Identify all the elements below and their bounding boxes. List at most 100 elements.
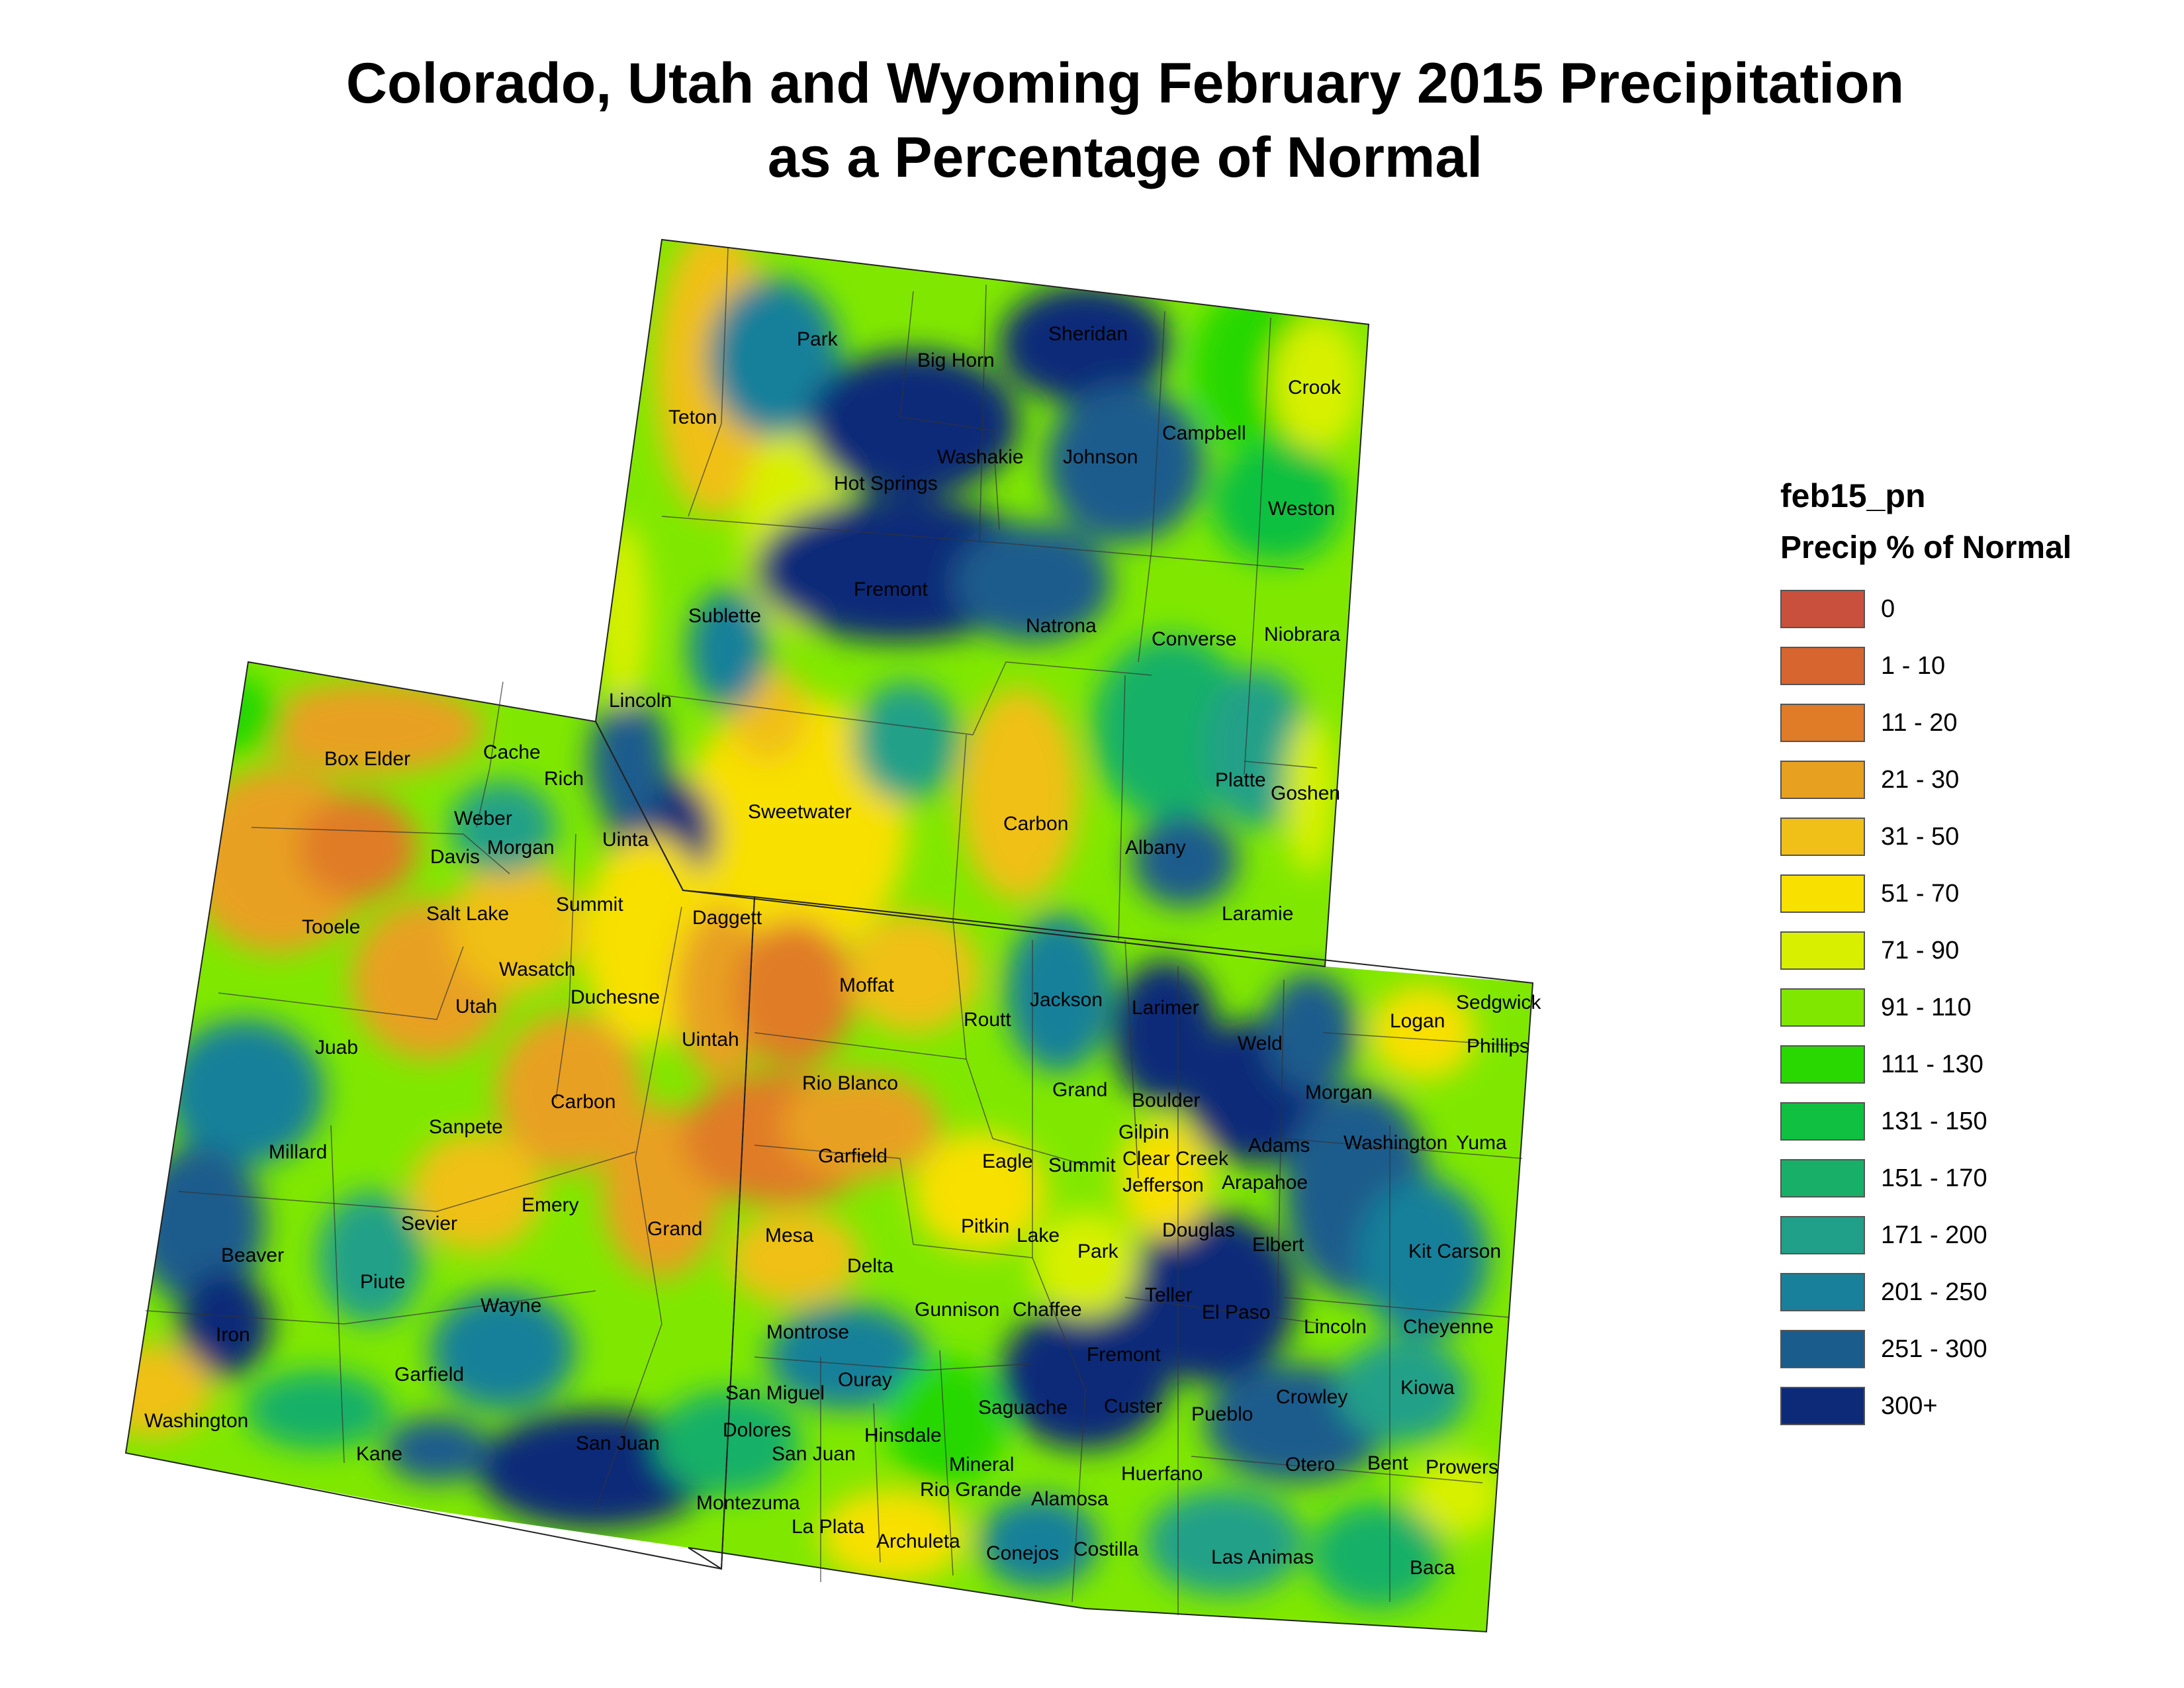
county-label: Summit <box>556 894 623 915</box>
county-label: Rio Grande <box>920 1479 1021 1501</box>
county-label: Summit <box>1048 1154 1116 1176</box>
county-label: Kit Carson <box>1408 1241 1501 1262</box>
county-label: Beaver <box>221 1244 284 1266</box>
county-label: Washakie <box>937 446 1024 468</box>
legend: feb15_pn Precip % of Normal 0 1 - 10 11 - … <box>1780 477 2071 1434</box>
legend-label: 201 - 250 <box>1881 1278 1987 1306</box>
county-label: Sanpete <box>429 1116 503 1138</box>
legend-label: 1 - 10 <box>1881 651 1946 680</box>
county-label: Yuma <box>1456 1132 1507 1154</box>
legend-item: 21 - 30 <box>1780 751 2071 808</box>
county-label: Bent <box>1367 1452 1408 1474</box>
county-label: Piute <box>360 1271 405 1293</box>
county-label: Kiowa <box>1400 1377 1455 1399</box>
legend-label: 21 - 30 <box>1881 765 1960 794</box>
county-label: Archuleta <box>876 1530 960 1552</box>
legend-item: 300+ <box>1780 1378 2071 1434</box>
legend-label: 31 - 50 <box>1881 822 1960 851</box>
county-label: Emery <box>522 1194 579 1216</box>
county-label: Douglas <box>1162 1219 1235 1241</box>
colorado-outline <box>688 896 1534 1633</box>
title-line-1: Colorado, Utah and Wyoming February 2015… <box>345 52 1905 115</box>
county-label: Saguache <box>978 1397 1068 1419</box>
county-label: Huerfano <box>1121 1463 1203 1485</box>
county-label: Crowley <box>1276 1386 1347 1408</box>
county-label: Gilpin <box>1118 1121 1169 1143</box>
county-label: Uintah <box>682 1029 739 1051</box>
county-label: Big Horn <box>917 350 995 371</box>
county-label: Wayne <box>480 1295 541 1317</box>
county-label: Adams <box>1248 1135 1310 1156</box>
county-label: Montrose <box>766 1321 849 1343</box>
county-label: Garfield <box>394 1364 464 1385</box>
county-label: Lake <box>1017 1225 1060 1246</box>
county-label: Wasatch <box>499 959 576 980</box>
county-label: San Juan <box>576 1432 660 1454</box>
legend-layer-name: feb15_pn <box>1780 477 1926 514</box>
county-label: Morgan <box>1305 1082 1373 1103</box>
county-label: Grand <box>1052 1079 1107 1101</box>
county-label: Juab <box>315 1037 358 1058</box>
legend-swatch <box>1780 1159 1865 1197</box>
county-label: Uinta <box>602 829 649 851</box>
county-label: Fremont <box>1087 1344 1161 1366</box>
county-label: Hinsdale <box>864 1425 942 1446</box>
county-label: Arapahoe <box>1222 1172 1308 1194</box>
county-label: San Miguel <box>725 1382 825 1404</box>
county-label: Moffat <box>839 974 894 996</box>
county-label: Conejos <box>986 1542 1059 1564</box>
county-label: Montezuma <box>696 1492 800 1514</box>
county-label: Larimer <box>1132 997 1199 1019</box>
county-label: Utah <box>455 996 497 1017</box>
legend-item: 151 - 170 <box>1780 1150 2071 1207</box>
legend-label: 300+ <box>1881 1391 1938 1420</box>
legend-label: 171 - 200 <box>1881 1221 1987 1249</box>
county-label: Cheyenne <box>1403 1316 1494 1338</box>
legend-item: 91 - 110 <box>1780 979 2071 1036</box>
county-label: Routt <box>964 1009 1011 1031</box>
county-label: Millard <box>269 1141 327 1163</box>
county-label: Rio Blanco <box>802 1072 898 1094</box>
county-label: Davis <box>430 846 480 868</box>
county-label: Jefferson <box>1122 1174 1204 1196</box>
legend-label: 71 - 90 <box>1881 936 1960 964</box>
legend-item: 71 - 90 <box>1780 922 2071 979</box>
state-boundaries <box>124 238 1534 1633</box>
county-label: Weber <box>454 808 512 829</box>
legend-label: 11 - 20 <box>1881 708 1958 737</box>
legend-item: 11 - 20 <box>1780 694 2071 751</box>
county-label: Chaffee <box>1013 1299 1082 1321</box>
legend-item: 1 - 10 <box>1780 637 2071 694</box>
county-label: Teton <box>668 406 717 428</box>
legend-swatch <box>1780 818 1865 856</box>
county-label: Sweetwater <box>748 801 852 823</box>
county-label: Garfield <box>818 1145 887 1167</box>
legend-swatch <box>1780 1216 1865 1254</box>
legend-label: 131 - 150 <box>1881 1107 1987 1135</box>
county-label: Prowers <box>1426 1456 1498 1478</box>
county-label: Jackson <box>1030 989 1103 1011</box>
county-label: Box Elder <box>324 748 410 770</box>
county-label: Daggett <box>692 907 762 929</box>
county-label: La Plata <box>792 1516 864 1538</box>
county-label: Tooele <box>302 916 360 938</box>
county-label: Phillips <box>1467 1035 1529 1057</box>
county-label: Salt Lake <box>426 903 509 925</box>
county-label: Goshen <box>1271 782 1340 804</box>
county-label: Sedgwick <box>1456 992 1541 1013</box>
county-label: Carbon <box>1003 813 1068 835</box>
county-label: Duchesne <box>570 986 660 1008</box>
county-label: Sublette <box>688 605 761 627</box>
title-line-2: as a Percentage of Normal <box>767 126 1483 189</box>
legend-swatch <box>1780 1387 1865 1425</box>
county-label: Niobrara <box>1264 624 1340 645</box>
legend-swatch <box>1780 704 1865 742</box>
legend-swatch <box>1780 988 1865 1027</box>
legend-swatch <box>1780 1045 1865 1084</box>
county-label: San Juan <box>772 1443 856 1465</box>
county-label: Logan <box>1390 1010 1445 1032</box>
county-label: El Paso <box>1202 1301 1270 1323</box>
legend-title: Precip % of Normal <box>1780 530 2072 565</box>
county-label: Dolores <box>723 1419 791 1441</box>
